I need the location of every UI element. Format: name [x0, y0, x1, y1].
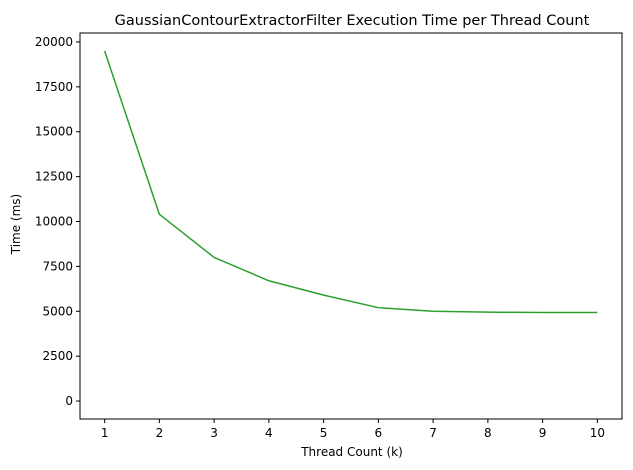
x-tick-label: 9: [539, 426, 547, 440]
x-tick-label: 10: [590, 426, 605, 440]
x-axis: 1 2 3 4 5 6 7 8 9 10: [101, 419, 605, 440]
y-tick-label: 17500: [35, 80, 73, 94]
x-tick-label: 8: [484, 426, 492, 440]
chart-title: GaussianContourExtractorFilter Execution…: [115, 13, 590, 29]
y-tick-label: 7500: [42, 259, 73, 273]
series-line: [103, 50, 598, 314]
x-tick-label: 4: [265, 426, 273, 440]
x-tick-label: 5: [320, 426, 328, 440]
y-axis: 0 2500 5000 7500 10000 12500 15000 17500 20000: [35, 35, 80, 408]
series-group: [103, 50, 598, 314]
y-tick-label: 15000: [35, 125, 73, 139]
y-tick-label: 12500: [35, 170, 73, 184]
y-tick-label: 20000: [35, 35, 73, 49]
plot-frame: [79, 32, 623, 420]
x-tick-label: 7: [429, 426, 437, 440]
x-axis-title: Thread Count (k): [300, 445, 403, 459]
plot-area: 1 2 3 4 5 6 7 8 9 10 0 2500 5000 7500 10000 12500 15000…: [35, 32, 623, 440]
y-tick-label: 10000: [35, 215, 73, 229]
x-tick-label: 1: [101, 426, 109, 440]
x-tick-label: 6: [375, 426, 383, 440]
y-tick-label: 0: [65, 394, 73, 408]
x-tick-label: 2: [156, 426, 164, 440]
y-tick-label: 5000: [42, 304, 73, 318]
y-tick-label: 2500: [42, 349, 73, 363]
x-tick-label: 3: [210, 426, 218, 440]
y-axis-title: Time (ms): [9, 194, 23, 256]
